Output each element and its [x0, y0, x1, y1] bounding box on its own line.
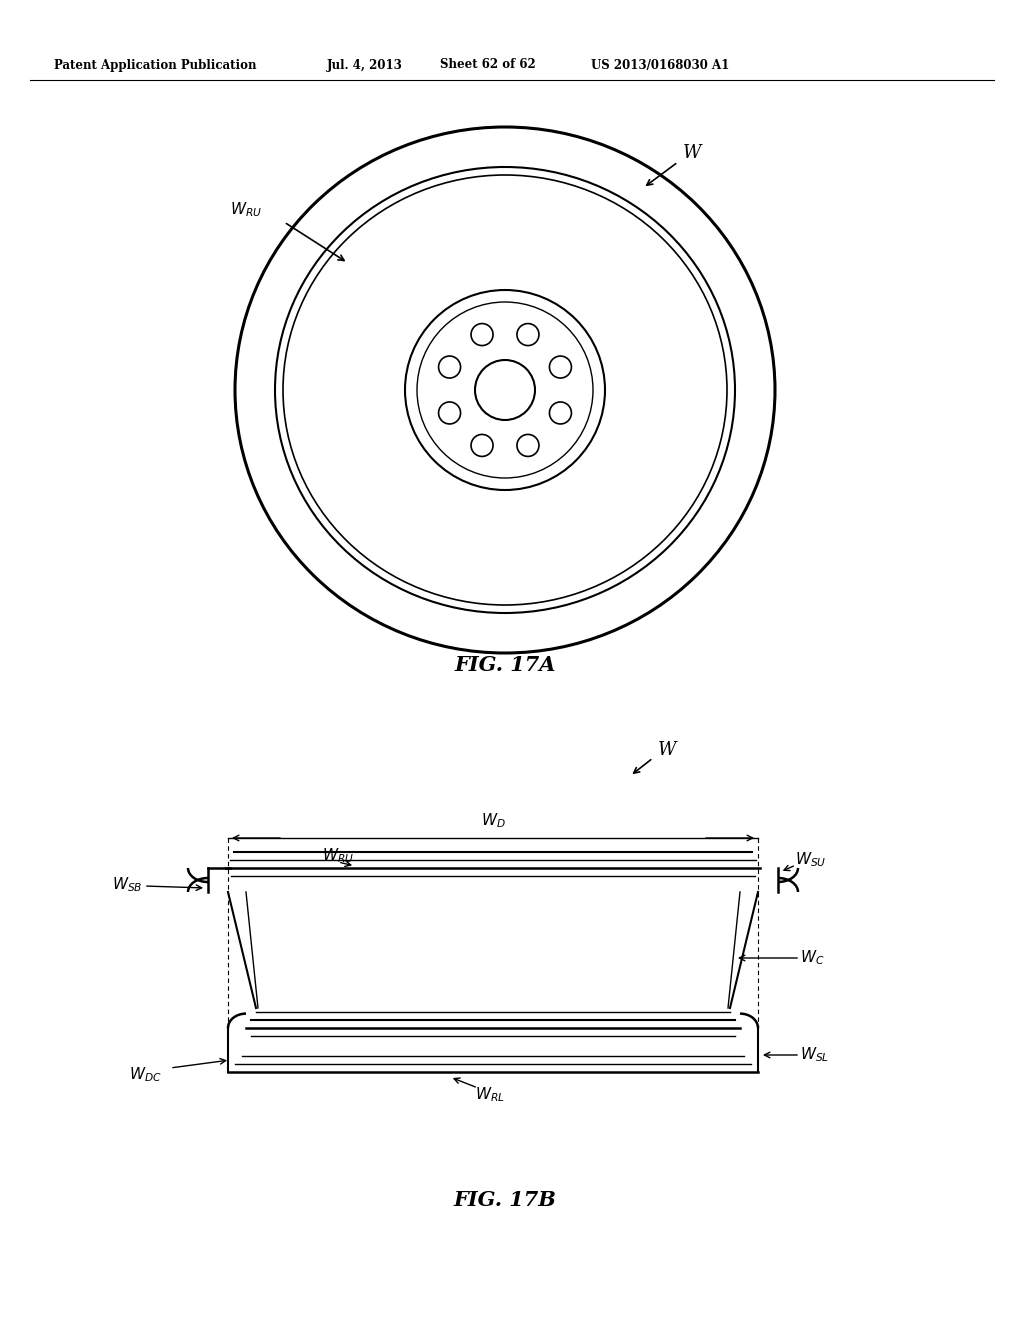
Text: $W_{RU}$: $W_{RU}$	[322, 846, 354, 866]
Text: W: W	[683, 144, 701, 162]
Text: FIG. 17A: FIG. 17A	[455, 655, 556, 675]
Text: $W_D$: $W_D$	[480, 812, 506, 830]
Text: Sheet 62 of 62: Sheet 62 of 62	[440, 58, 536, 71]
Text: $W_C$: $W_C$	[800, 949, 824, 968]
Text: Jul. 4, 2013: Jul. 4, 2013	[327, 58, 402, 71]
Text: $W_{SL}$: $W_{SL}$	[800, 1045, 829, 1064]
Text: $W_{RL}$: $W_{RL}$	[475, 1085, 505, 1104]
Text: $W_{DC}$: $W_{DC}$	[129, 1065, 162, 1084]
Text: W: W	[658, 741, 677, 759]
Text: Patent Application Publication: Patent Application Publication	[53, 58, 256, 71]
Text: $W_{SB}$: $W_{SB}$	[112, 875, 142, 895]
Text: FIG. 17B: FIG. 17B	[454, 1191, 556, 1210]
Text: $W_{RU}$: $W_{RU}$	[230, 201, 262, 219]
Text: $W_{SU}$: $W_{SU}$	[795, 850, 826, 870]
Text: US 2013/0168030 A1: US 2013/0168030 A1	[591, 58, 729, 71]
